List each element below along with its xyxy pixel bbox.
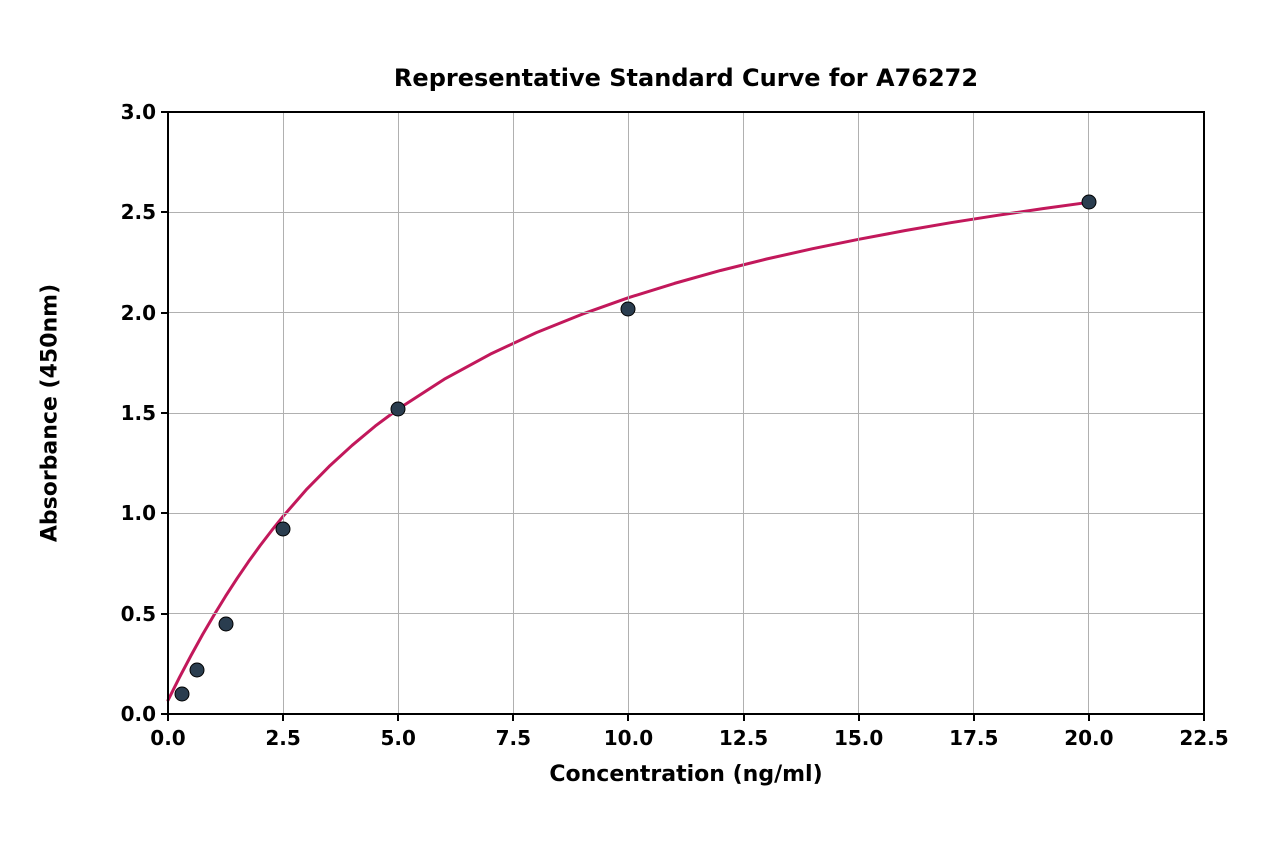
y-tick-label: 1.5 [121,401,156,425]
chart-container: 0.0 2.5 5.0 7.5 10.0 12.5 15.0 17.5 20.0 22.5 0.0 0… [0,0,1280,845]
y-tick [161,312,168,314]
x-tick [167,714,169,721]
grid-line-horizontal [168,413,1204,414]
y-tick-label: 2.0 [121,301,156,325]
data-point [276,522,291,537]
x-tick-label: 0.0 [150,726,185,750]
x-tick-label: 22.5 [1179,726,1228,750]
y-tick-label: 2.5 [121,200,156,224]
x-tick-label: 2.5 [265,726,300,750]
y-tick-label: 0.5 [121,602,156,626]
axis-spine [167,111,1205,113]
data-point [391,401,406,416]
x-tick-label: 17.5 [949,726,998,750]
x-tick [1088,714,1090,721]
x-axis-label: Concentration (ng/ml) [549,762,822,787]
x-tick-label: 20.0 [1064,726,1113,750]
x-tick [397,714,399,721]
y-tick [161,713,168,715]
x-tick-label: 10.0 [604,726,653,750]
grid-line-horizontal [168,312,1204,313]
grid-line-horizontal [168,212,1204,213]
data-point [189,662,204,677]
x-tick [282,714,284,721]
y-tick [161,412,168,414]
data-point [218,616,233,631]
axis-spine [167,713,1205,715]
y-tick [161,211,168,213]
y-tick-label: 3.0 [121,100,156,124]
y-tick [161,613,168,615]
x-tick [512,714,514,721]
grid-line-horizontal [168,513,1204,514]
data-point [1081,195,1096,210]
y-tick-label: 1.0 [121,501,156,525]
axis-spine [1203,111,1205,715]
x-tick [973,714,975,721]
x-tick [858,714,860,721]
x-tick-label: 12.5 [719,726,768,750]
chart-title: Representative Standard Curve for A76272 [394,64,978,92]
data-point [621,301,636,316]
x-tick-label: 7.5 [496,726,531,750]
x-tick [743,714,745,721]
y-tick [161,512,168,514]
x-tick [627,714,629,721]
y-tick [161,111,168,113]
x-tick [1203,714,1205,721]
y-axis-label: Absorbance (450nm) [38,284,63,542]
grid-line-horizontal [168,613,1204,614]
data-point [175,686,190,701]
y-tick-label: 0.0 [121,702,156,726]
x-tick-label: 15.0 [834,726,883,750]
x-tick-label: 5.0 [381,726,416,750]
